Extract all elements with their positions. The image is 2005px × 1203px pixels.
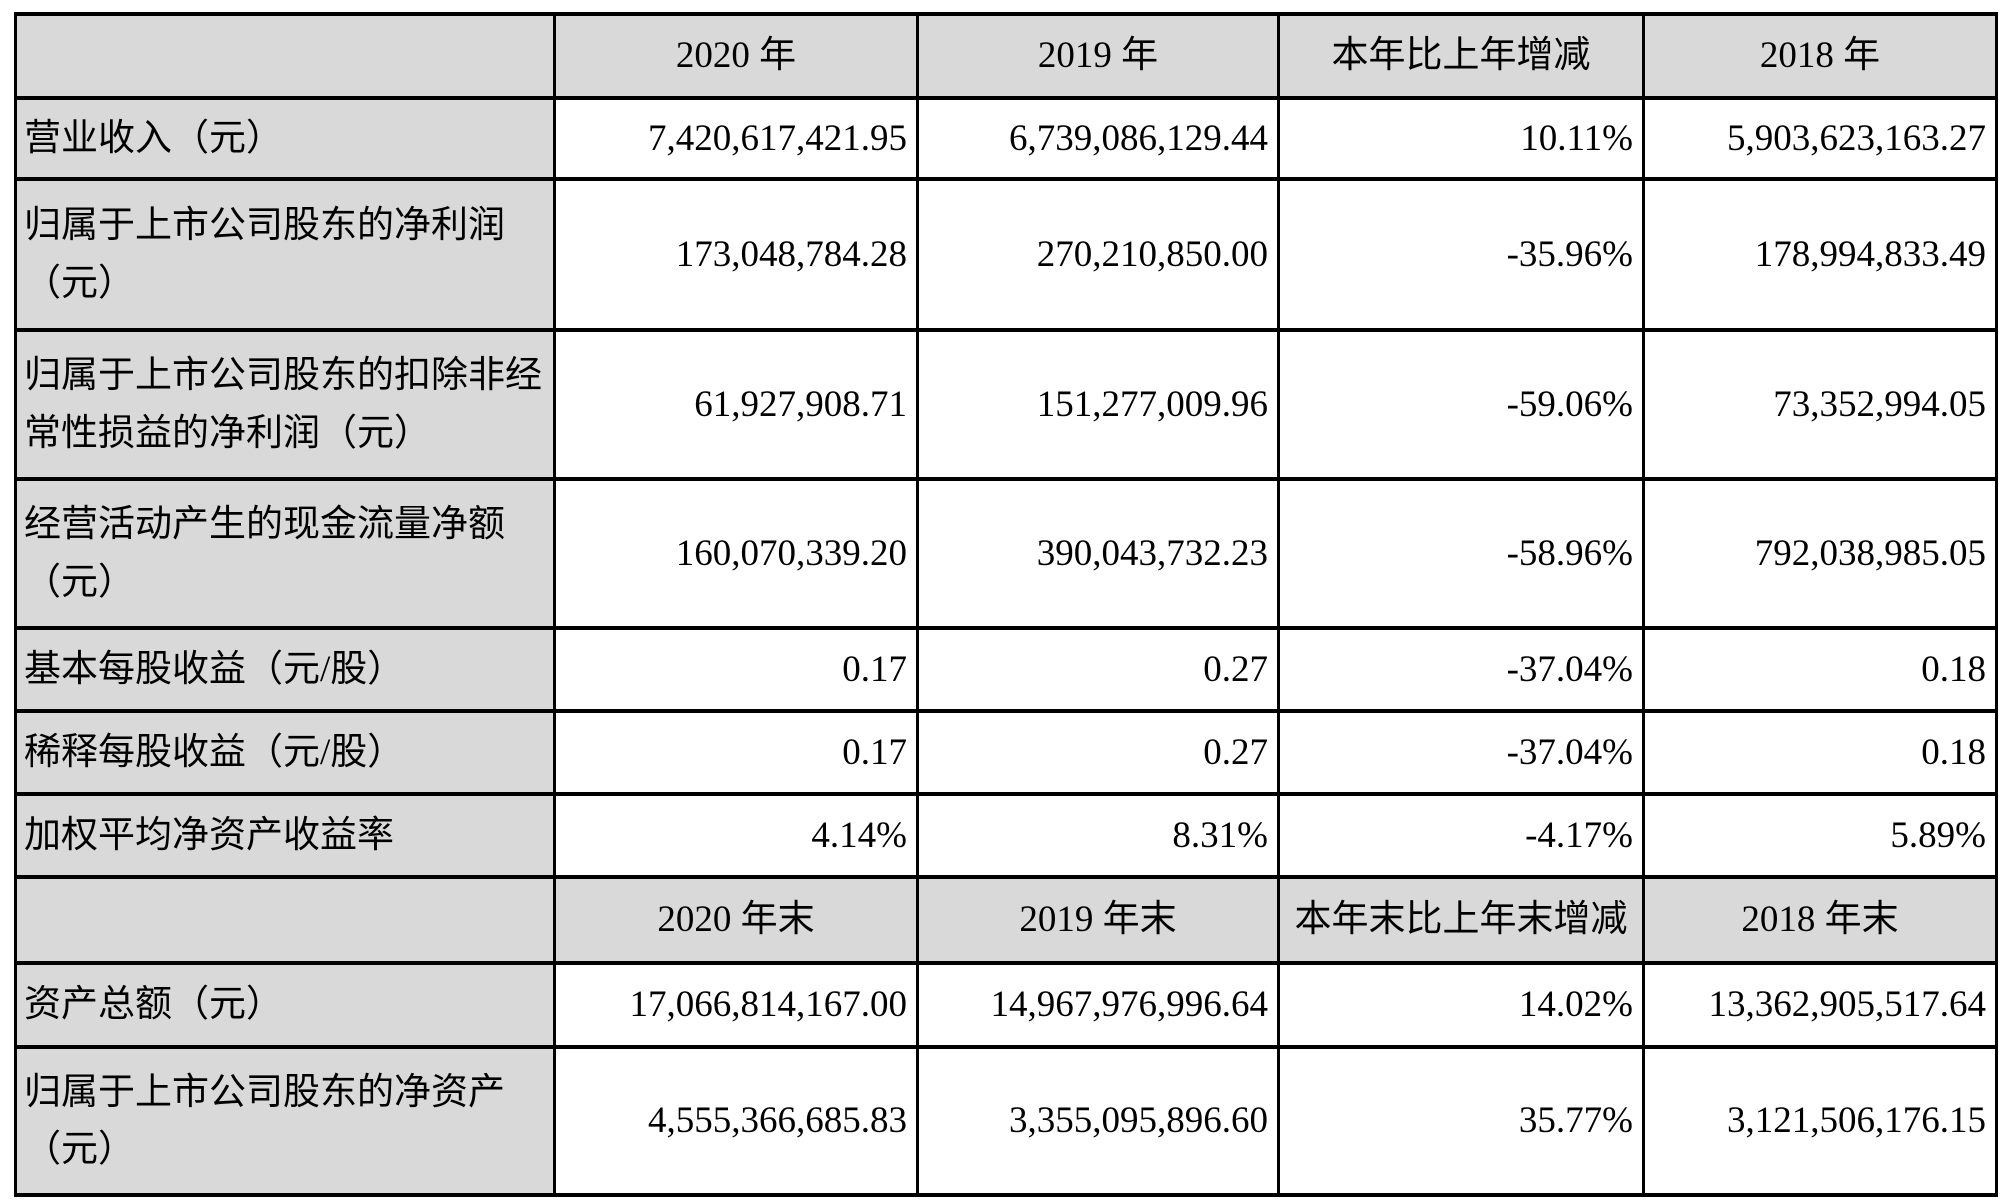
table-row: 归属于上市公司股东的扣除非经常性损益的净利润（元） 61,927,908.71 15…	[14, 328, 1998, 481]
row-label: 加权平均净资产收益率	[14, 792, 556, 879]
header-row: 2020 年末 2019 年末 本年末比上年末增减 2018 年末	[14, 875, 1998, 965]
cell-value: -37.04%	[1277, 709, 1645, 796]
row-label: 营业收入（元）	[14, 96, 556, 181]
cell-value: 4.14%	[553, 792, 919, 879]
header-cell: 本年末比上年末增减	[1277, 875, 1645, 965]
cell-value: -59.06%	[1277, 328, 1645, 481]
cell-value: 61,927,908.71	[553, 328, 919, 481]
header-cell: 2018 年	[1642, 12, 1998, 100]
cell-value: 160,070,339.20	[553, 477, 919, 630]
cell-value: 7,420,617,421.95	[553, 96, 919, 181]
row-label: 稀释每股收益（元/股）	[14, 709, 556, 796]
cell-value: 178,994,833.49	[1642, 177, 1998, 332]
header-cell: 2018 年末	[1642, 875, 1998, 965]
cell-value: -58.96%	[1277, 477, 1645, 630]
cell-value: 17,066,814,167.00	[553, 961, 919, 1049]
table-row: 归属于上市公司股东的净资产（元） 4,555,366,685.83 3,355,09…	[14, 1045, 1998, 1197]
cell-value: 8.31%	[916, 792, 1280, 879]
cell-value: 0.27	[916, 709, 1280, 796]
cell-value: -35.96%	[1277, 177, 1645, 332]
table-row: 归属于上市公司股东的净利润（元） 173,048,784.28 270,210,85…	[14, 177, 1998, 332]
table-row: 资产总额（元） 17,066,814,167.00 14,967,976,996.6…	[14, 961, 1998, 1049]
header-cell-empty	[14, 875, 556, 965]
row-label: 归属于上市公司股东的净利润（元）	[14, 177, 556, 332]
cell-value: 0.27	[916, 626, 1280, 713]
header-cell: 2019 年	[916, 12, 1280, 100]
cell-value: 0.18	[1642, 709, 1998, 796]
financial-summary-table: 2020 年 2019 年本年比上年增减 2018 年营业收入（元） 7,420,61…	[14, 12, 1998, 1197]
row-label: 经营活动产生的现金流量净额（元）	[14, 477, 556, 630]
cell-value: 270,210,850.00	[916, 177, 1280, 332]
cell-value: 10.11%	[1277, 96, 1645, 181]
header-cell: 2019 年末	[916, 875, 1280, 965]
cell-value: 0.17	[553, 709, 919, 796]
cell-value: 5,903,623,163.27	[1642, 96, 1998, 181]
table-row: 经营活动产生的现金流量净额（元） 160,070,339.20 390,043,73…	[14, 477, 1998, 630]
table-row: 营业收入（元） 7,420,617,421.95 6,739,086,129.44 1…	[14, 96, 1998, 181]
header-cell-empty	[14, 12, 556, 100]
cell-value: 4,555,366,685.83	[553, 1045, 919, 1197]
header-row: 2020 年 2019 年本年比上年增减 2018 年	[14, 12, 1998, 100]
cell-value: 0.18	[1642, 626, 1998, 713]
cell-value: 35.77%	[1277, 1045, 1645, 1197]
row-label: 归属于上市公司股东的净资产（元）	[14, 1045, 556, 1197]
cell-value: 3,355,095,896.60	[916, 1045, 1280, 1197]
cell-value: 14.02%	[1277, 961, 1645, 1049]
cell-value: 13,362,905,517.64	[1642, 961, 1998, 1049]
cell-value: 151,277,009.96	[916, 328, 1280, 481]
cell-value: 73,352,994.05	[1642, 328, 1998, 481]
table-row: 加权平均净资产收益率 4.14% 8.31% -4.17% 5.89%	[14, 792, 1998, 879]
header-cell: 2020 年末	[553, 875, 919, 965]
row-label: 归属于上市公司股东的扣除非经常性损益的净利润（元）	[14, 328, 556, 481]
header-cell: 本年比上年增减	[1277, 12, 1645, 100]
cell-value: 792,038,985.05	[1642, 477, 1998, 630]
table-row: 稀释每股收益（元/股） 0.17 0.27 -37.04% 0.18	[14, 709, 1998, 796]
cell-value: 5.89%	[1642, 792, 1998, 879]
cell-value: -37.04%	[1277, 626, 1645, 713]
cell-value: 14,967,976,996.64	[916, 961, 1280, 1049]
header-cell: 2020 年	[553, 12, 919, 100]
cell-value: 390,043,732.23	[916, 477, 1280, 630]
cell-value: 3,121,506,176.15	[1642, 1045, 1998, 1197]
table-row: 基本每股收益（元/股） 0.17 0.27 -37.04% 0.18	[14, 626, 1998, 713]
row-label: 资产总额（元）	[14, 961, 556, 1049]
cell-value: 173,048,784.28	[553, 177, 919, 332]
cell-value: 0.17	[553, 626, 919, 713]
row-label: 基本每股收益（元/股）	[14, 626, 556, 713]
cell-value: -4.17%	[1277, 792, 1645, 879]
cell-value: 6,739,086,129.44	[916, 96, 1280, 181]
table-body: 2020 年 2019 年本年比上年增减 2018 年营业收入（元） 7,420,61…	[14, 12, 1998, 1197]
